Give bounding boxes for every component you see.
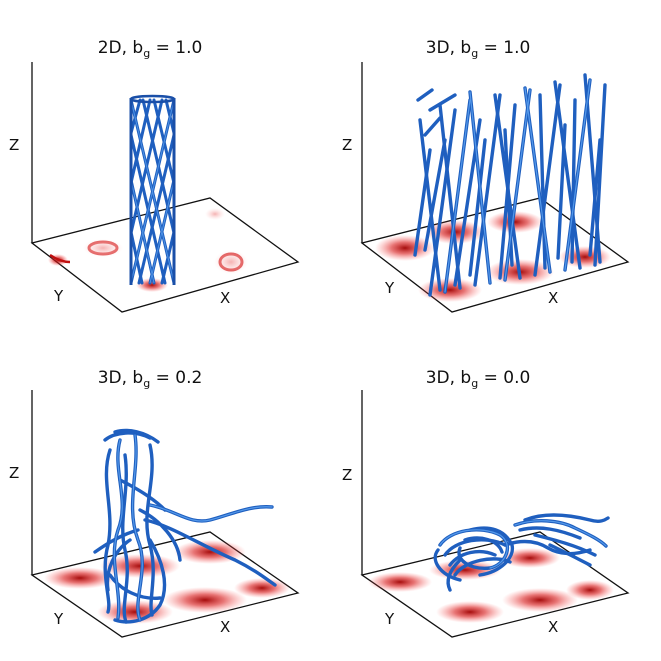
axis-label-y: Y <box>53 610 64 628</box>
axis-label-y: Y <box>53 287 64 305</box>
axis-label-y: Y <box>384 610 395 628</box>
current-density-map <box>48 208 248 292</box>
axis-label-y: Y <box>384 279 395 297</box>
magnetic-field-lines <box>413 73 607 297</box>
magnetic-field-lines <box>433 513 610 592</box>
panel-3d-bg-1: 3D, bg = 1.0 <box>342 38 630 313</box>
panel-title: 3D, bg = 0.0 <box>426 368 531 390</box>
magnetic-flux-tube <box>129 94 176 285</box>
axis-label-x: X <box>220 618 230 636</box>
axis-label-z: Z <box>9 136 19 154</box>
panel-title: 3D, bg = 1.0 <box>426 38 531 60</box>
axis-label-z: Z <box>342 466 352 484</box>
panel-3d-bg-0.2: 3D, bg = 0.2 <box>9 368 300 638</box>
axis-label-z: Z <box>9 464 19 482</box>
magnetic-field-lines <box>93 428 277 624</box>
axes-box <box>360 390 630 638</box>
panel-title: 3D, bg = 0.2 <box>98 368 203 390</box>
axis-label-x: X <box>548 289 558 307</box>
panel-title: 2D, bg = 1.0 <box>98 38 203 60</box>
current-density-map <box>44 540 290 624</box>
axis-label-x: X <box>220 289 230 307</box>
panel-3d-bg-0: 3D, bg = 0.0 <box>342 368 630 638</box>
axis-label-x: X <box>548 618 558 636</box>
axis-label-z: Z <box>342 136 352 154</box>
panel-2d-bg-1: 2D, bg = 1.0 <box>9 38 300 313</box>
axes-box <box>30 62 300 313</box>
